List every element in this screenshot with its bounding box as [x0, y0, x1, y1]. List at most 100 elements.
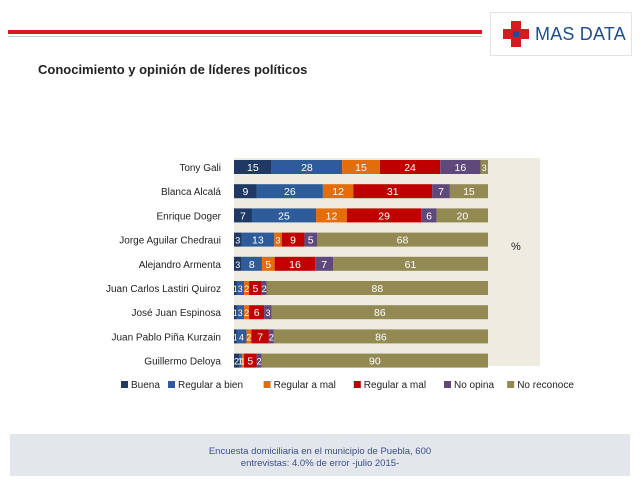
bar-segment [261, 256, 275, 271]
bar-segment [241, 353, 245, 368]
bar-segment [234, 160, 272, 174]
legend-swatch [507, 381, 515, 388]
bar-segment [251, 329, 269, 344]
data-label: 28 [301, 162, 313, 174]
data-label: 3 [238, 308, 243, 318]
bar-segment [251, 208, 317, 223]
data-label: 7 [438, 186, 444, 198]
legend-label: Buena [131, 380, 160, 391]
data-label: 5 [247, 356, 253, 368]
bar-segment [271, 305, 488, 320]
data-label: 8 [249, 259, 255, 271]
footer-line-2: entrevistas: 4.0% de error -julio 2015- [240, 458, 400, 469]
bar-segment [440, 160, 481, 174]
data-label: 3 [482, 163, 487, 173]
data-label: 26 [284, 186, 296, 198]
logo-text: MAS DATA [535, 23, 626, 44]
bar-segment [304, 232, 317, 247]
bar-segment [234, 353, 240, 368]
data-label: 25 [278, 210, 290, 222]
bar-segment [449, 184, 488, 199]
data-label: 31 [387, 186, 399, 198]
data-label: 2 [262, 284, 267, 294]
data-label: 24 [404, 162, 416, 174]
bar-segment [421, 208, 437, 223]
bar-segment [266, 281, 488, 295]
legend-swatch [353, 381, 361, 388]
data-label: 12 [326, 210, 338, 222]
bar-segment [249, 305, 265, 320]
header-grey-rule [8, 36, 482, 37]
data-label: 15 [463, 186, 475, 198]
category-label: Alejandro Armenta [139, 260, 222, 271]
bar-segment [234, 256, 242, 271]
data-label: 3 [235, 236, 240, 246]
data-label: 16 [289, 259, 301, 271]
data-label: 16 [454, 162, 466, 174]
category-label: Jorge Aguilar Chedraui [119, 236, 221, 247]
legend-label: Regular a mal [274, 380, 336, 391]
data-label: 7 [321, 259, 327, 271]
data-label: 3 [235, 260, 240, 270]
bar-segment [322, 184, 354, 199]
category-label: Blanca Alcalá [161, 187, 221, 198]
data-label: 15 [355, 162, 367, 174]
data-label: 1 [238, 357, 243, 367]
bar-segment [236, 329, 247, 344]
data-label: 3 [276, 236, 281, 246]
bar-segment [234, 208, 252, 223]
logo-cross-icon [503, 21, 529, 47]
bar-segment [480, 160, 488, 174]
data-label: 2 [269, 332, 274, 342]
bar-segment [353, 184, 433, 199]
bar-segment [436, 208, 488, 223]
bar-segment [379, 160, 441, 174]
bar-segment [261, 281, 267, 295]
bar-segment [256, 184, 323, 199]
legend-swatch [168, 381, 175, 388]
bar-segment [244, 305, 250, 320]
data-label: 6 [426, 210, 432, 222]
legend-label: Regular a mal [364, 380, 426, 391]
data-label: 9 [290, 235, 296, 247]
bar-segment [333, 256, 488, 271]
data-label: 2 [244, 284, 249, 294]
legend-swatch [444, 381, 451, 388]
data-label: 1 [240, 357, 245, 367]
header-red-rule [8, 30, 482, 34]
data-label: 5 [308, 235, 314, 247]
bar-segment [316, 232, 488, 247]
data-label: 12 [332, 186, 344, 198]
data-label: 6 [254, 307, 260, 319]
category-label: Tony Gali [179, 163, 221, 174]
bar-segment [264, 305, 272, 320]
bar-segment [432, 184, 450, 199]
legend-label: No opina [454, 380, 494, 391]
data-label: 88 [372, 283, 384, 295]
bar-segment [239, 353, 242, 368]
legend-swatch [121, 381, 128, 388]
data-label: 90 [369, 356, 381, 368]
data-label: 7 [257, 331, 263, 343]
category-label: Enrique Doger [157, 211, 222, 222]
data-label: 2 [244, 308, 249, 318]
footer-band [10, 434, 630, 476]
data-label: 3 [238, 284, 243, 294]
data-label: 2 [246, 332, 251, 342]
data-label: 5 [265, 259, 271, 271]
category-label: Juan Pablo Piña Kurzain [111, 332, 221, 343]
data-label: 2 [257, 357, 262, 367]
bar-segment [342, 160, 380, 174]
bar-segment [236, 281, 245, 295]
category-label: Guillermo Deloya [144, 357, 221, 368]
bar-segment [261, 353, 488, 368]
bar-segment [234, 184, 257, 199]
legend-label: No reconoce [517, 380, 574, 391]
bar-segment [274, 256, 316, 271]
data-label: 29 [378, 210, 390, 222]
data-label: 2 [234, 357, 239, 367]
data-label: 61 [405, 259, 417, 271]
footer-line-1: Encuesta domiciliaria en el municipio de… [208, 446, 432, 457]
data-label: 7 [240, 210, 246, 222]
